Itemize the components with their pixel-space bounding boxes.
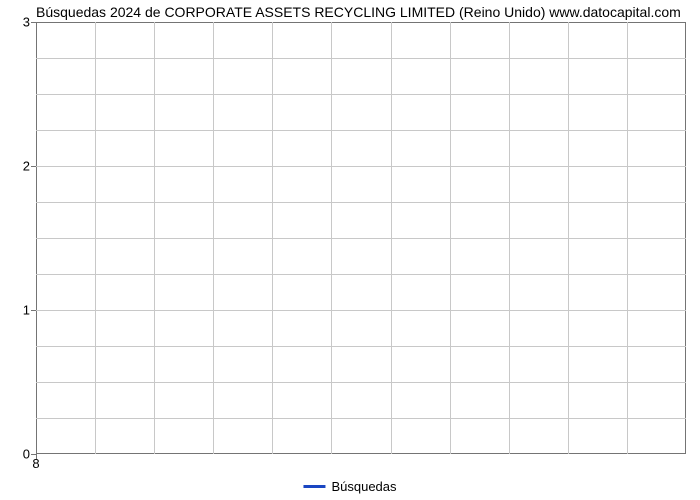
gridline-h (36, 166, 686, 167)
gridline-h (36, 310, 686, 311)
gridline-h (36, 130, 686, 131)
gridline-h (36, 382, 686, 383)
gridline-h (36, 274, 686, 275)
gridline-v (391, 22, 392, 454)
x-tick-label: 8 (32, 456, 39, 471)
legend-swatch (303, 485, 325, 488)
gridline-v (450, 22, 451, 454)
gridline-v (213, 22, 214, 454)
gridline-h (36, 202, 686, 203)
gridline-h (36, 238, 686, 239)
gridline-v (627, 22, 628, 454)
gridline-v (331, 22, 332, 454)
gridline-v (272, 22, 273, 454)
gridline-v (568, 22, 569, 454)
y-tick-label: 3 (23, 15, 30, 30)
y-tickmark (31, 166, 36, 167)
gridline-h (36, 418, 686, 419)
legend-label: Búsquedas (331, 479, 396, 494)
gridline-v (95, 22, 96, 454)
y-tick-label: 0 (23, 447, 30, 462)
chart-container: Búsquedas 2024 de CORPORATE ASSETS RECYC… (0, 0, 700, 500)
gridline-v (509, 22, 510, 454)
plot-area: 01238 (36, 22, 686, 454)
chart-title: Búsquedas 2024 de CORPORATE ASSETS RECYC… (36, 4, 681, 20)
gridline-h (36, 346, 686, 347)
y-tick-label: 1 (23, 303, 30, 318)
legend: Búsquedas (303, 479, 396, 494)
y-tickmark (31, 22, 36, 23)
gridline-v (154, 22, 155, 454)
gridline-h (36, 94, 686, 95)
y-tick-label: 2 (23, 159, 30, 174)
y-tickmark (31, 310, 36, 311)
gridline-h (36, 58, 686, 59)
